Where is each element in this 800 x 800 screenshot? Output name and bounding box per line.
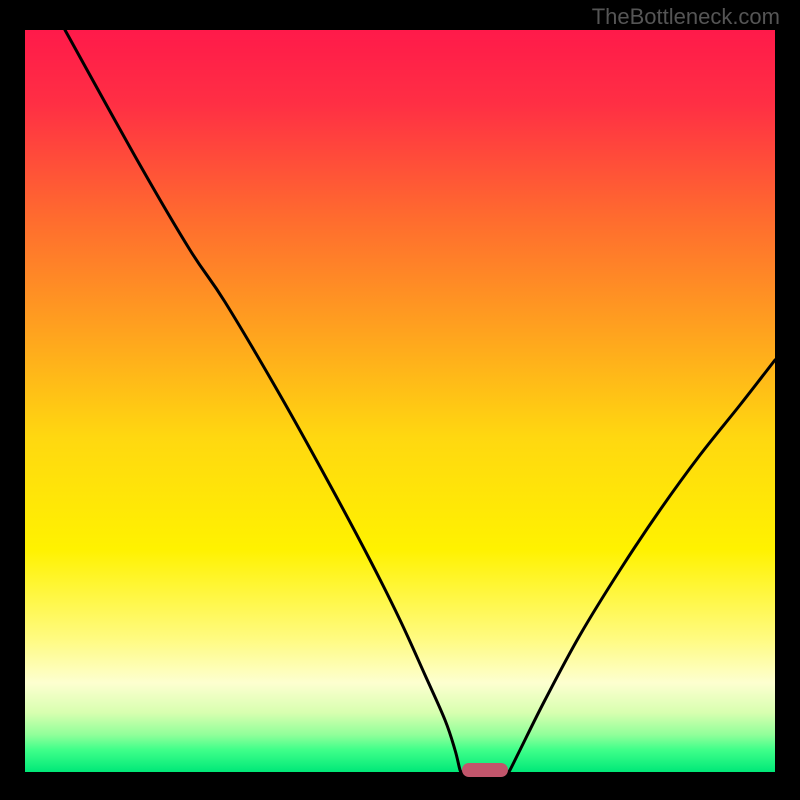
optimum-marker xyxy=(462,763,508,777)
bottleneck-chart xyxy=(0,0,800,800)
chart-svg xyxy=(0,0,800,800)
gradient-background xyxy=(25,30,775,772)
watermark-text: TheBottleneck.com xyxy=(592,4,780,30)
